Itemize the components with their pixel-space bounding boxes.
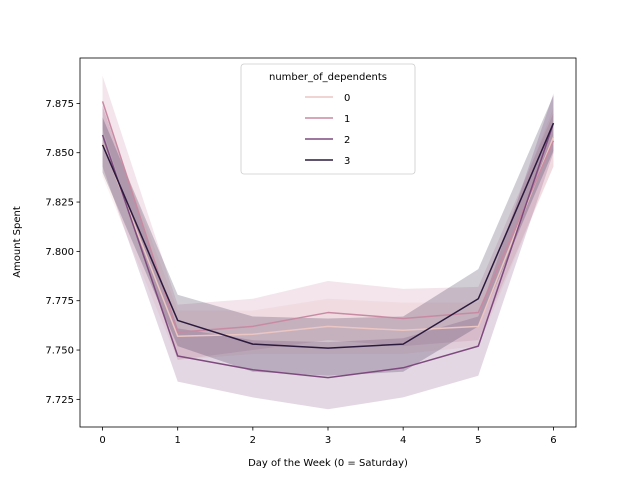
confidence-band-1 xyxy=(102,75,554,360)
legend-label-1: 1 xyxy=(344,114,350,125)
legend-title: number_of_dependents xyxy=(269,72,387,83)
series-line-3 xyxy=(101,122,555,349)
y-axis-ticks: 7.725 7.750 7.775 7.800 7.825 7.850 7.875 xyxy=(45,99,80,406)
x-axis-ticks: 0 1 2 3 4 5 6 xyxy=(99,427,557,446)
series-line-1 xyxy=(101,101,555,334)
legend-items: 0 1 2 3 xyxy=(305,93,350,167)
y-tick-label: 7.875 xyxy=(45,99,74,110)
confidence-bands xyxy=(102,75,554,410)
y-tick-label: 7.750 xyxy=(45,346,74,357)
series-line-2 xyxy=(101,122,555,379)
y-axis-label: Amount Spent xyxy=(12,206,23,278)
legend-box xyxy=(240,63,416,175)
legend-label-0: 0 xyxy=(344,93,350,104)
legend-label-3: 3 xyxy=(344,156,350,167)
series-lines xyxy=(101,101,555,379)
legend-label-2: 2 xyxy=(344,135,350,146)
series-line-0 xyxy=(101,136,555,337)
x-axis-label: Day of the Week (0 = Saturday) xyxy=(248,458,408,469)
y-tick-label: 7.800 xyxy=(45,247,74,258)
y-tick-label: 7.725 xyxy=(45,395,74,406)
y-tick-label: 7.850 xyxy=(45,148,74,159)
x-tick-label: 2 xyxy=(250,435,256,446)
y-tick-label: 7.825 xyxy=(45,198,74,209)
x-tick-label: 1 xyxy=(175,435,181,446)
confidence-band-0 xyxy=(102,107,554,360)
confidence-band-2 xyxy=(102,93,554,410)
x-tick-label: 5 xyxy=(475,435,481,446)
legend: number_of_dependents 0 1 2 3 xyxy=(240,63,416,175)
x-tick-label: 4 xyxy=(400,435,406,446)
x-tick-label: 6 xyxy=(550,435,556,446)
x-tick-label: 0 xyxy=(99,435,105,446)
y-tick-label: 7.775 xyxy=(45,296,74,307)
confidence-band-3 xyxy=(102,95,554,376)
x-tick-label: 3 xyxy=(325,435,331,446)
